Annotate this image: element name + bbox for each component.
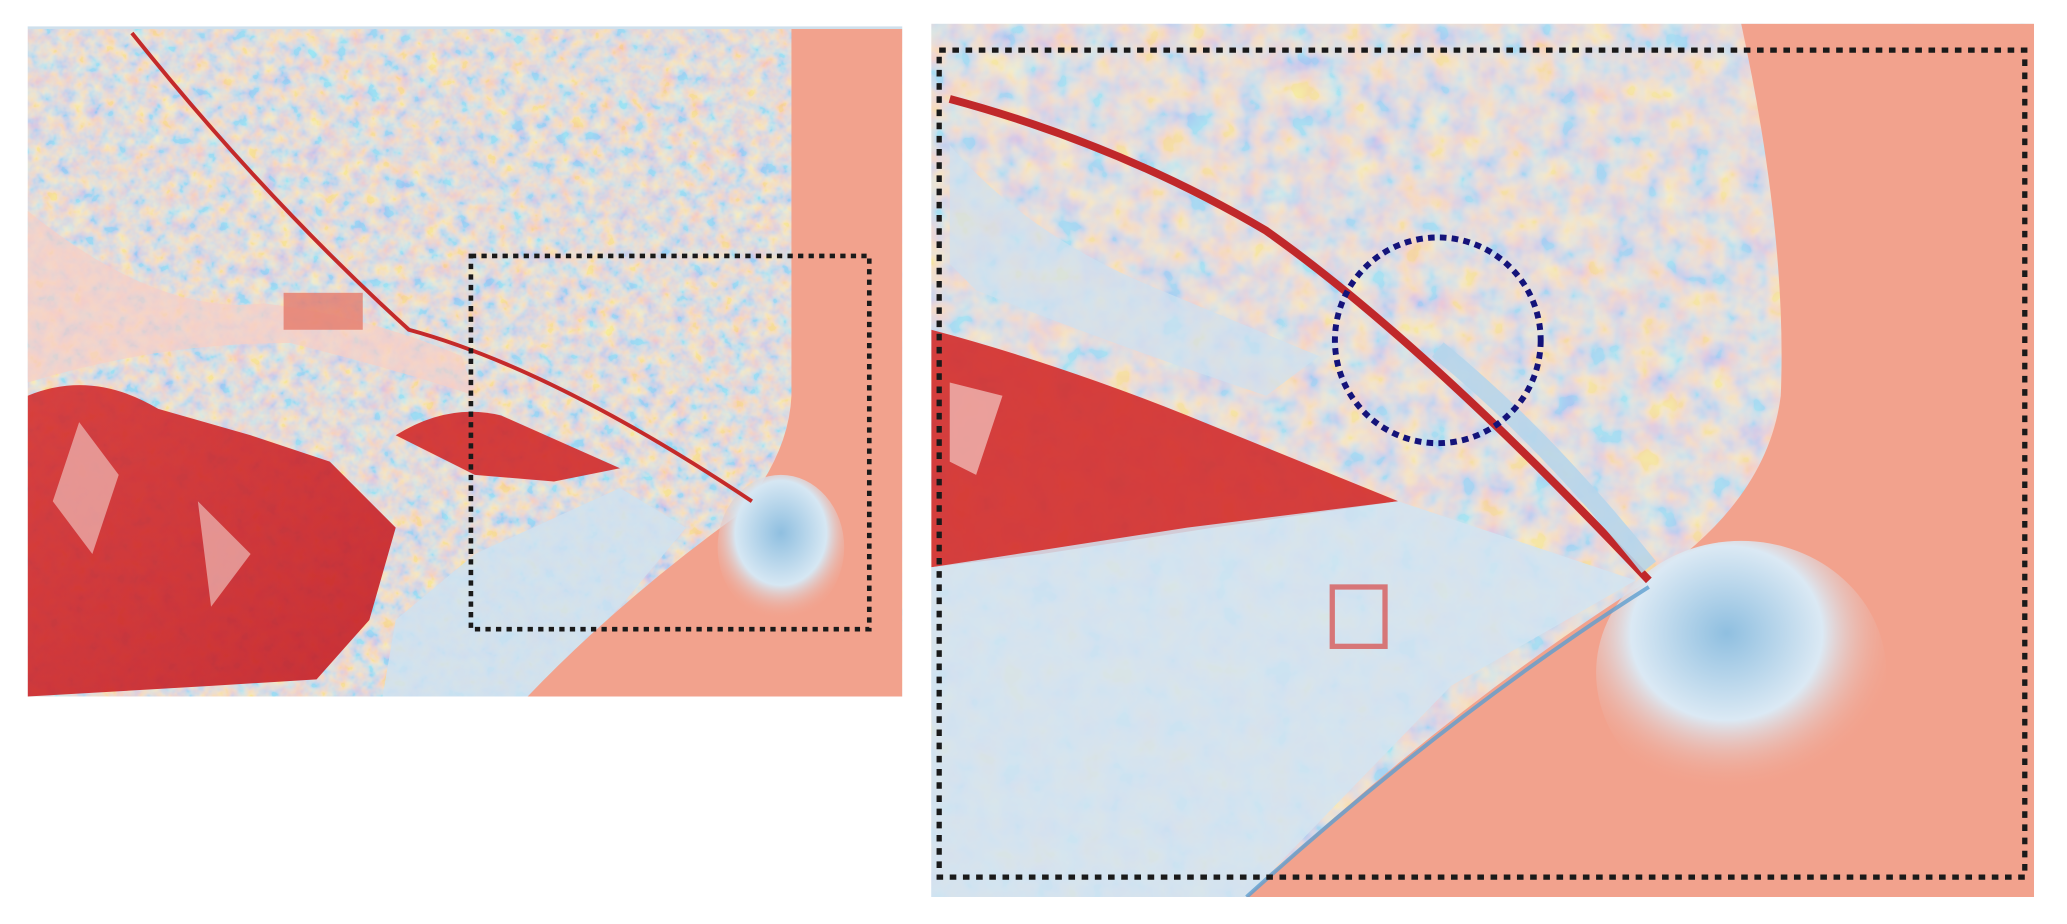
highlight-circle <box>1331 234 1544 447</box>
zoom-image <box>931 23 2035 897</box>
river <box>130 31 753 503</box>
overview-image <box>27 29 903 697</box>
field <box>1329 584 1388 649</box>
valley <box>27 211 475 396</box>
plain <box>931 501 1636 897</box>
ridge <box>395 411 620 482</box>
top-edge <box>27 26 903 30</box>
plain <box>382 488 686 697</box>
fields <box>283 292 363 330</box>
sediment-fan <box>717 474 845 620</box>
sediment-fan <box>1596 540 1887 805</box>
river-channel <box>1431 342 1657 573</box>
blue-blocks <box>949 145 1320 396</box>
river <box>948 95 1652 584</box>
mountains <box>931 329 1399 568</box>
ridge-highlight <box>949 382 1003 475</box>
shoreline <box>1245 585 1650 897</box>
zoom-box <box>936 47 2028 880</box>
ridge-highlight <box>52 422 251 607</box>
